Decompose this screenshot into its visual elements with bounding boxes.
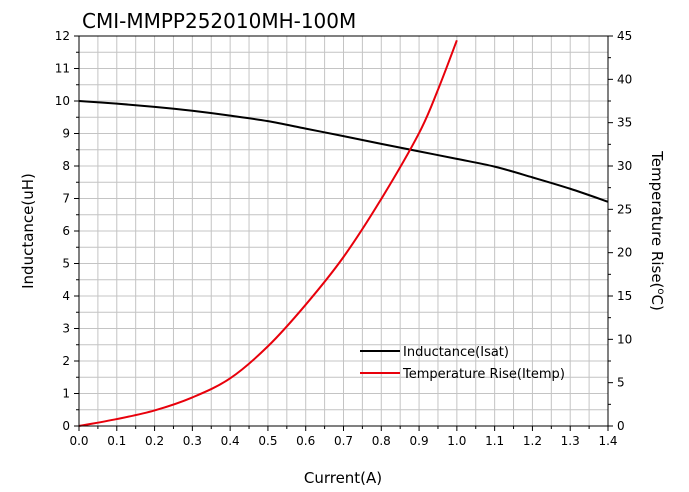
x-tick-label: 0.2 <box>145 434 164 448</box>
legend-label-inductance: Inductance(Isat) <box>403 345 509 360</box>
x-tick-label: 1.1 <box>485 434 504 448</box>
y-right-tick-label: 25 <box>617 202 632 216</box>
y-right-tick-label: 15 <box>617 289 632 303</box>
y-left-tick-label: 8 <box>62 159 70 173</box>
y-left-tick-label: 0 <box>62 419 70 433</box>
y-right-tick-label: 40 <box>617 72 632 86</box>
y-right-tick-label: 0 <box>617 419 625 433</box>
x-tick-label: 0.4 <box>221 434 240 448</box>
y-right-tick-label: 35 <box>617 116 632 130</box>
y-left-tick-label: 12 <box>55 29 70 43</box>
y-left-tick-label: 7 <box>62 192 70 206</box>
y-right-tick-label: 10 <box>617 332 632 346</box>
y-right-axis-title-tail: C) <box>648 295 666 311</box>
axis-ticks: 0.0 0.1 0.2 0.3 0.4 0.5 0.6 0.7 0.8 0.9 1.0 1.1 1.2 1… <box>55 29 633 448</box>
x-tick-label: 0.7 <box>334 434 353 448</box>
y-right-tick-label: 20 <box>617 246 632 260</box>
y-left-tick-label: 3 <box>62 322 70 336</box>
x-tick-label: 1.3 <box>561 434 580 448</box>
x-tick-label: 0.8 <box>372 434 391 448</box>
y-right-tick-label: 5 <box>617 376 625 390</box>
x-tick-label: 0.1 <box>107 434 126 448</box>
x-axis-title: Current(A) <box>304 469 382 487</box>
x-tick-label: 1.2 <box>523 434 542 448</box>
y-left-tick-label: 9 <box>62 127 70 141</box>
y-left-tick-label: 11 <box>55 62 70 76</box>
x-tick-label: 0.6 <box>296 434 315 448</box>
y-left-tick-label: 5 <box>62 257 70 271</box>
x-tick-label: 0.3 <box>183 434 202 448</box>
x-tick-label: 0.9 <box>410 434 429 448</box>
y-left-tick-label: 10 <box>55 94 70 108</box>
y-left-tick-label: 1 <box>62 387 70 401</box>
legend-label-temperature: Temperature Rise(Itemp) <box>402 367 565 382</box>
y-right-axis-title-main: Temperature Rise( <box>648 150 666 288</box>
x-tick-label: 0.0 <box>69 434 88 448</box>
x-tick-label: 1.0 <box>447 434 466 448</box>
y-left-tick-label: 4 <box>62 289 70 303</box>
y-left-axis-title: Inductance(uH) <box>19 173 37 289</box>
x-tick-label: 0.5 <box>258 434 277 448</box>
series-line-temperature-rise <box>78 39 458 427</box>
grid <box>79 36 608 426</box>
legend: Inductance(Isat) Temperature Rise(Itemp) <box>360 345 565 382</box>
y-right-axis-title-superscript: o <box>655 288 666 294</box>
y-left-tick-label: 6 <box>62 224 70 238</box>
x-tick-label: 1.4 <box>598 434 617 448</box>
y-left-tick-label: 2 <box>62 354 70 368</box>
series-layer <box>78 39 609 427</box>
y-right-tick-label: 30 <box>617 159 632 173</box>
chart-title: CMI-MMPP252010MH-100M <box>82 9 356 33</box>
y-right-axis-title: Temperature Rise(oC) <box>648 150 666 311</box>
y-right-tick-label: 45 <box>617 29 632 43</box>
series-line-inductance <box>78 100 609 203</box>
